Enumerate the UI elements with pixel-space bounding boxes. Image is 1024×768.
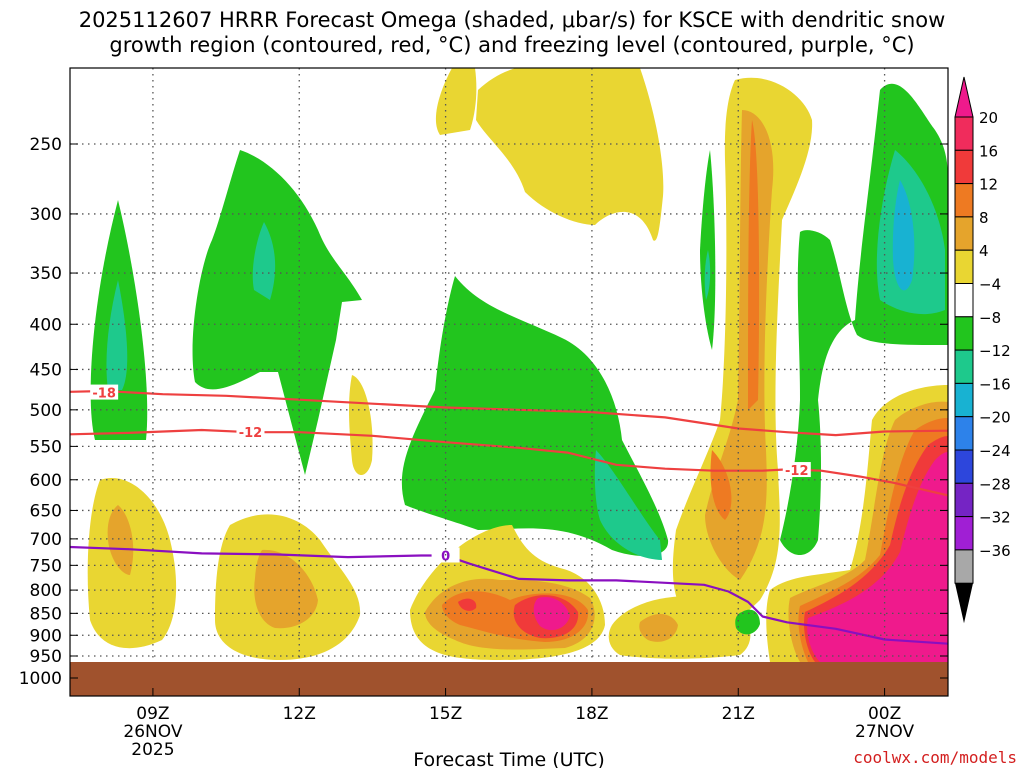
colorbar-label: −20: [979, 409, 1011, 427]
chart-title-line1: 2025112607 HRRR Forecast Omega (shaded, …: [78, 8, 946, 32]
axes: 2503003504004505005506006507007508008509…: [19, 67, 949, 760]
y-tick-label: 1000: [19, 669, 62, 689]
x-tick-label: 00Z: [868, 704, 901, 724]
colorbar: 20 16 12 8 4 −4 −8 −12 −16 −20 −24 −28 −32 −36: [954, 76, 1011, 624]
x-tick-year: 2025: [131, 740, 174, 760]
shade-green: [192, 150, 362, 475]
shade-teal: [704, 250, 711, 300]
colorbar-swatch: [954, 482, 974, 518]
shade-yellow: [476, 68, 664, 241]
shade-teal: [106, 280, 128, 390]
colorbar-label: −24: [979, 442, 1011, 460]
shade-green: [700, 150, 716, 350]
colorbar-swatch: [954, 283, 974, 318]
colorbar-swatch: [954, 416, 974, 451]
colorbar-bottom-arrow: [955, 583, 973, 624]
colorbar-swatch: [954, 216, 974, 251]
y-tick-label: 600: [30, 471, 62, 491]
y-tick-label: 550: [30, 437, 62, 457]
gridlines: [70, 68, 948, 662]
colorbar-label: −8: [979, 309, 1001, 327]
x-axis-label: Forecast Time (UTC): [413, 749, 604, 768]
contour-label-bg: [782, 462, 811, 478]
colorbar-swatch: [954, 316, 974, 351]
y-tick-label: 800: [30, 581, 62, 601]
x-tick-date: 27NOV: [855, 722, 914, 742]
contour-label: -12: [785, 464, 809, 479]
shade-orange-light: [254, 549, 318, 629]
contour-label: 0: [441, 549, 450, 564]
shade-red: [458, 598, 477, 611]
shade-magenta: [533, 596, 570, 631]
x-tick-label: 12Z: [283, 704, 316, 724]
colorbar-label: −28: [979, 475, 1011, 493]
shade-magenta: [807, 452, 948, 662]
colorbar-label: −36: [979, 542, 1011, 560]
shade-orange-light: [639, 614, 678, 642]
shade-orange: [748, 120, 760, 410]
y-tick-label: 650: [30, 501, 62, 521]
x-tick-label: 21Z: [722, 704, 755, 724]
colorbar-label: 8: [979, 209, 989, 227]
y-tick-label: 250: [30, 135, 62, 155]
y-tick-label: 350: [30, 264, 62, 284]
shade-orange-light: [107, 505, 134, 575]
colorbar-label: 16: [979, 142, 998, 160]
y-tick-label: 450: [30, 360, 62, 380]
omega-shading: [70, 68, 948, 696]
x-tick-label: 09Z: [136, 704, 169, 724]
y-tick-label: 950: [30, 647, 62, 667]
colorbar-swatch: [954, 249, 974, 284]
chart-title: 2025112607 HRRR Forecast Omega (shaded, …: [0, 8, 1024, 58]
contour-freezing-level: [70, 545, 948, 645]
surface-band: [70, 662, 948, 696]
colorbar-swatch: [954, 449, 974, 484]
colorbar-top-arrow: [954, 76, 974, 118]
colorbar-swatch: [954, 549, 974, 584]
colorbar-label: 20: [979, 109, 998, 127]
shade-teal: [594, 450, 662, 560]
contour-label-bg: [90, 384, 119, 400]
x-tick-label: 18Z: [575, 704, 608, 724]
colorbar-label: −4: [979, 276, 1001, 294]
y-tick-label: 700: [30, 530, 62, 550]
shade-yellow: [349, 375, 373, 475]
colorbar-label: −32: [979, 509, 1011, 527]
shade-green: [735, 609, 760, 635]
shade-cyan: [892, 180, 915, 291]
contour-label: -12: [239, 426, 263, 441]
colorbar-label: 4: [979, 242, 989, 260]
y-tick-label: 300: [30, 205, 62, 225]
colorbar-label: −16: [979, 375, 1011, 393]
contour-label: -18: [92, 387, 116, 402]
y-tick-label: 400: [30, 315, 62, 335]
x-tick-date: 26NOV: [123, 722, 182, 742]
shade-teal: [252, 222, 276, 300]
y-tick-label: 900: [30, 626, 62, 646]
colorbar-swatch: [954, 382, 974, 418]
chart-title-line2: growth region (contoured, red, °C) and f…: [109, 33, 915, 57]
colorbar-label: −12: [979, 342, 1011, 360]
colorbar-label: 12: [979, 176, 998, 194]
shade-yellow: [435, 68, 477, 135]
plot-frame: [69, 67, 949, 697]
colorbar-swatch: [954, 116, 974, 151]
contour-dgz-minus18: [70, 389, 948, 437]
colorbar-swatch: [954, 149, 974, 185]
shade-yellow: [608, 596, 751, 659]
x-tick-label: 15Z: [429, 704, 462, 724]
colorbar-swatch: [954, 349, 974, 384]
colorbar-swatch: [954, 516, 974, 551]
contour-label-bg: [236, 424, 265, 440]
y-tick-label: 500: [30, 401, 62, 421]
shade-orange: [710, 450, 732, 520]
y-tick-label: 750: [30, 556, 62, 576]
credit-text: coolwx.com/models: [853, 748, 1017, 767]
y-tick-label: 850: [30, 604, 62, 624]
colorbar-swatch: [954, 183, 974, 218]
